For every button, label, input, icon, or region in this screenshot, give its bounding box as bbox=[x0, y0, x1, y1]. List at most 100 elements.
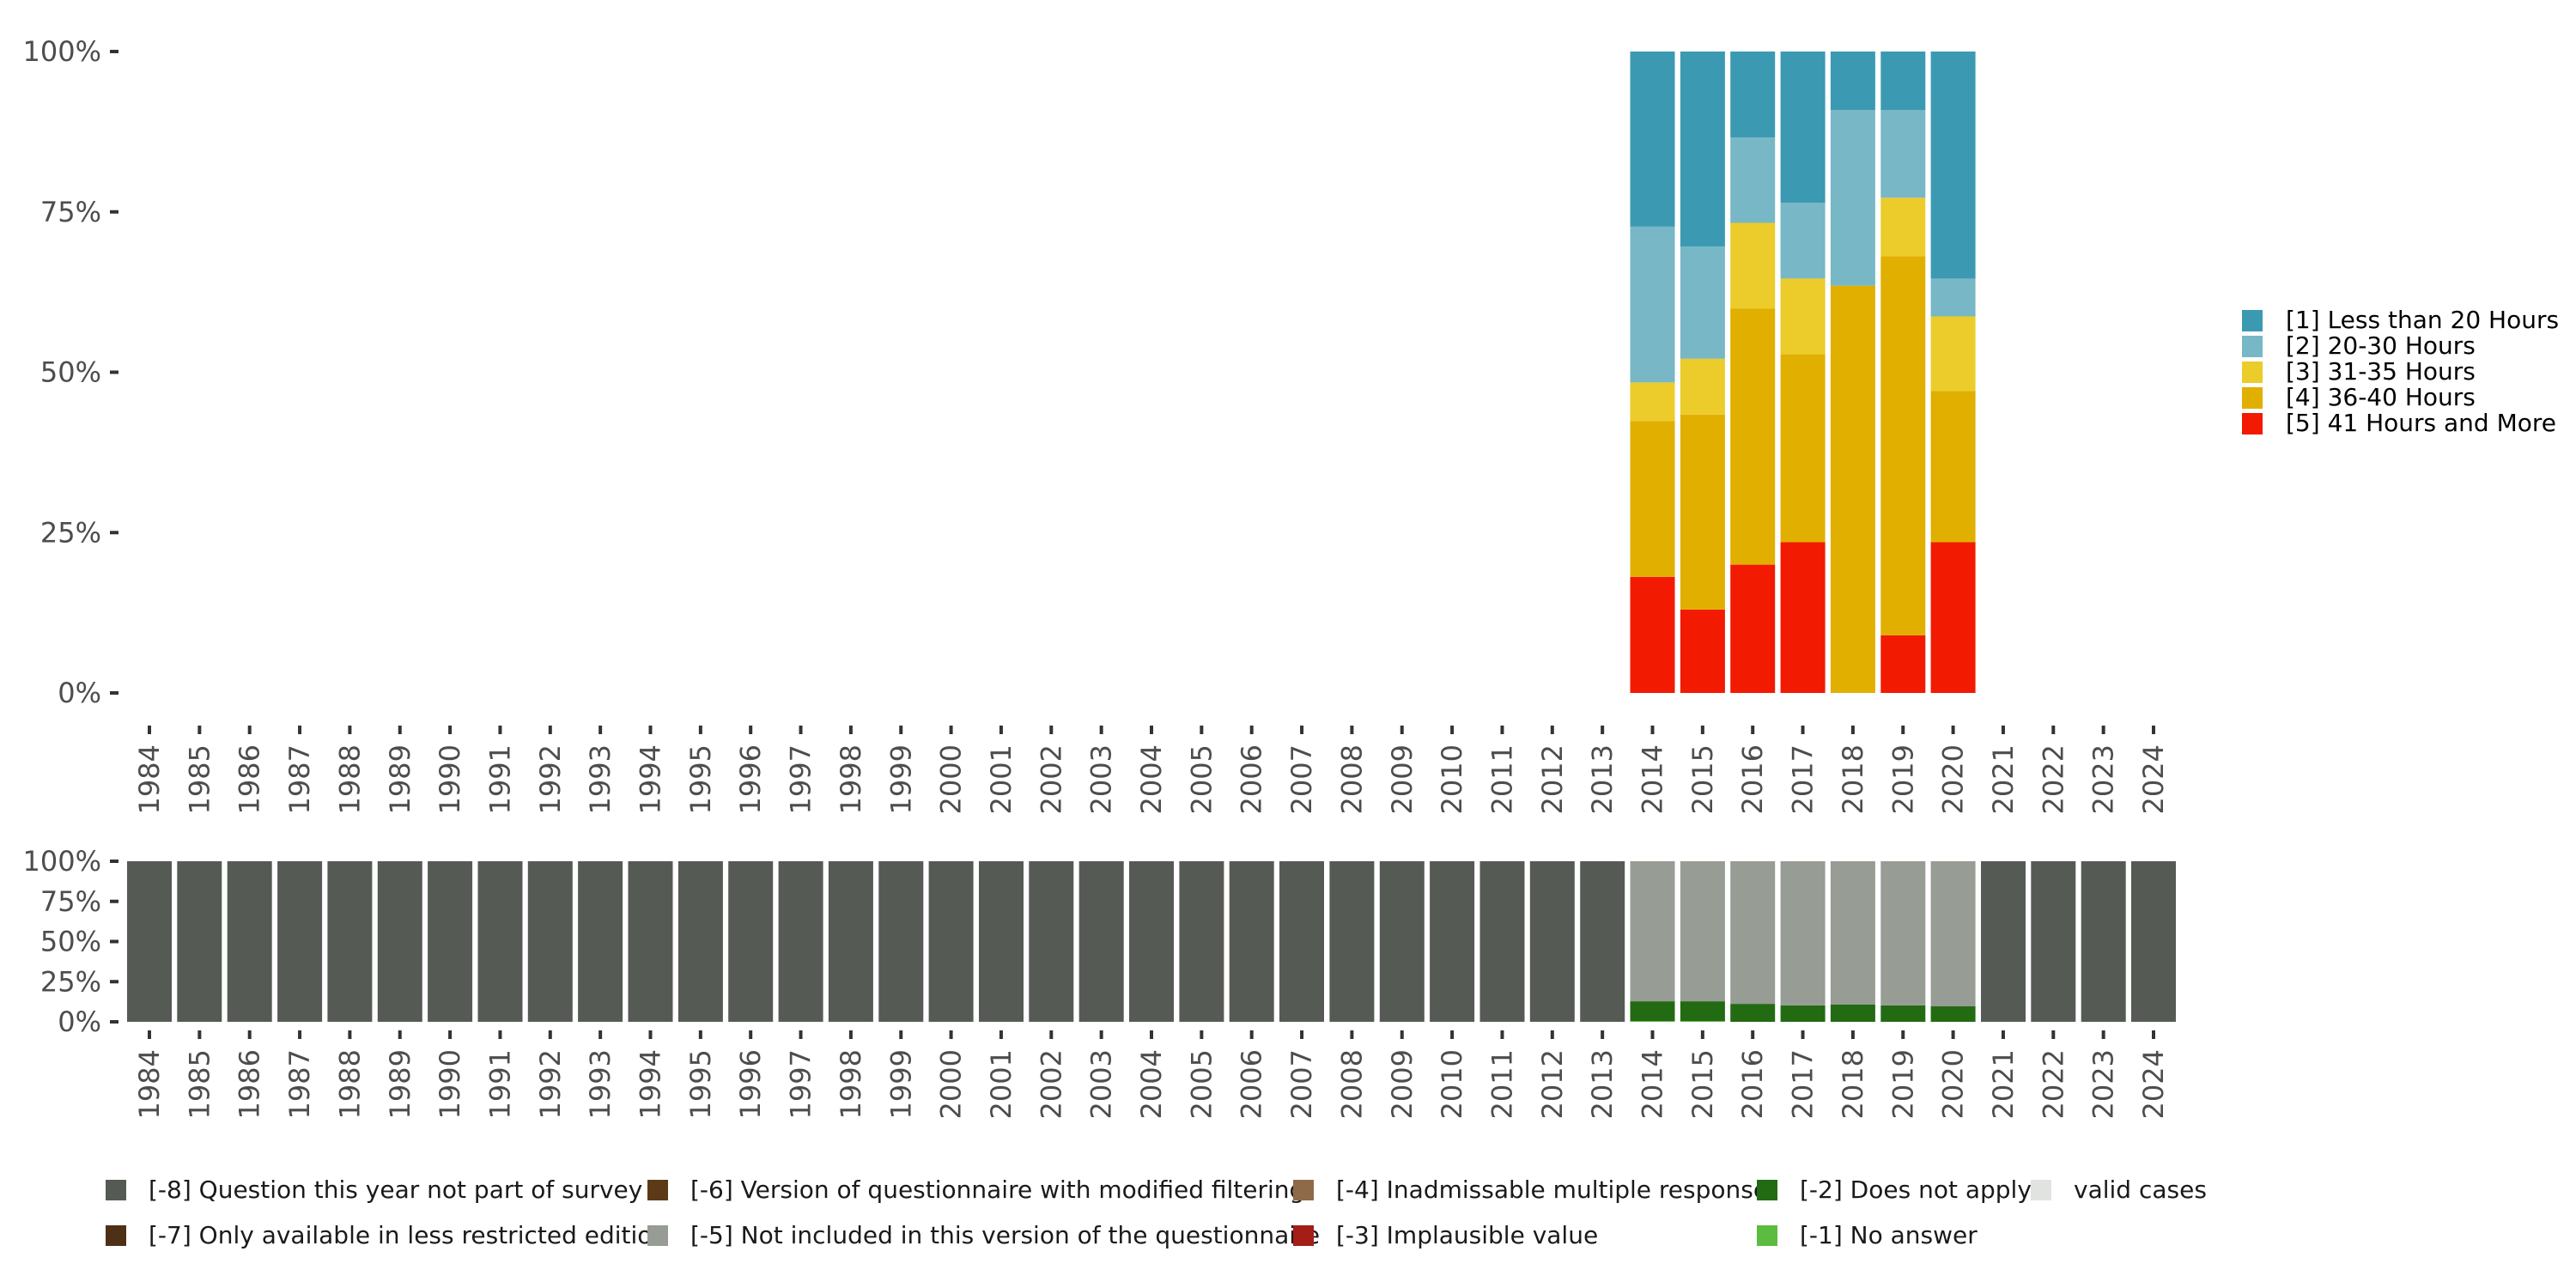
x-tick-label: 2021 bbox=[1987, 744, 2020, 814]
legend-key bbox=[2242, 413, 2263, 434]
y-tick-label: 75% bbox=[40, 885, 101, 918]
x-tick-label: 1994 bbox=[635, 744, 667, 814]
bar-segment bbox=[2031, 861, 2076, 1022]
x-tick-label: 2014 bbox=[1637, 744, 1669, 814]
bar-segment bbox=[477, 861, 523, 1022]
x-tick-label: 2008 bbox=[1335, 1049, 1368, 1119]
legend-key bbox=[2242, 387, 2263, 409]
bar-segment bbox=[1830, 52, 1875, 110]
bar-segment bbox=[1880, 52, 1926, 110]
x-tick-label: 2012 bbox=[1536, 744, 1569, 814]
x-tick-label: 2010 bbox=[1436, 1049, 1468, 1119]
bar-segment bbox=[1780, 354, 1826, 543]
legend-label: [-3] Implausible value bbox=[1336, 1221, 1598, 1249]
legend-key bbox=[1293, 1225, 1314, 1246]
bar-segment bbox=[1930, 1006, 1976, 1022]
x-tick-label: 1992 bbox=[534, 744, 567, 814]
x-tick-label: 2009 bbox=[1386, 744, 1419, 814]
x-tick-label: 2006 bbox=[1236, 744, 1268, 814]
bar-segment bbox=[1780, 542, 1826, 693]
bar-segment bbox=[1580, 861, 1625, 1022]
x-tick-label: 2001 bbox=[985, 1049, 1018, 1119]
bar-segment bbox=[878, 861, 924, 1022]
x-tick-label: 2002 bbox=[1035, 744, 1067, 814]
x-tick-label: 2008 bbox=[1335, 744, 1368, 814]
bar-segment bbox=[1680, 246, 1725, 359]
bar-segment bbox=[1029, 861, 1074, 1022]
bar-segment bbox=[1930, 861, 1976, 1006]
x-tick-label: 1991 bbox=[483, 744, 516, 814]
bar-segment bbox=[1430, 861, 1475, 1022]
bar-segment bbox=[1730, 1004, 1776, 1022]
legend-label: [4] 36-40 Hours bbox=[2286, 383, 2476, 411]
bar-segment bbox=[1680, 52, 1725, 247]
missing-chart bbox=[127, 861, 2176, 1022]
x-tick-label: 1990 bbox=[434, 744, 466, 814]
legend-label: [-6] Version of questionnaire with modif… bbox=[690, 1176, 1304, 1204]
bar-segment bbox=[1780, 278, 1826, 355]
x-tick-label: 2014 bbox=[1637, 1049, 1669, 1119]
bar-segment bbox=[979, 861, 1024, 1022]
legend-key bbox=[647, 1225, 668, 1246]
y-tick-label: 25% bbox=[40, 965, 101, 998]
bar-segment bbox=[1930, 542, 1976, 693]
x-tick-label: 2016 bbox=[1736, 744, 1769, 814]
legend-label: [-7] Only available in less restricted e… bbox=[149, 1221, 667, 1249]
bar-segment bbox=[1630, 576, 1675, 693]
bar-segment bbox=[1880, 256, 1926, 635]
bar-segment bbox=[1880, 861, 1926, 1005]
x-tick-label: 2011 bbox=[1485, 1049, 1518, 1119]
y-tick-label: 100% bbox=[23, 35, 101, 68]
legend-label: [5] 41 Hours and More bbox=[2286, 409, 2556, 437]
bar-segment bbox=[628, 861, 673, 1022]
bar-segment bbox=[1780, 52, 1826, 204]
legend-key bbox=[2031, 1180, 2051, 1200]
bar-segment bbox=[1529, 861, 1575, 1022]
legend-key bbox=[647, 1180, 668, 1200]
bar-segment bbox=[578, 861, 623, 1022]
bar-segment bbox=[1730, 52, 1776, 138]
x-tick-label: 2019 bbox=[1886, 1049, 1919, 1119]
x-tick-label: 2016 bbox=[1736, 1049, 1769, 1119]
x-tick-label: 2018 bbox=[1837, 1049, 1869, 1119]
bar-segment bbox=[177, 861, 222, 1022]
x-tick-label: 2012 bbox=[1536, 1049, 1569, 1119]
x-tick-label: 2004 bbox=[1135, 744, 1168, 814]
bar-segment bbox=[1830, 110, 1875, 286]
bar-segment bbox=[1329, 861, 1375, 1022]
bar-segment bbox=[1981, 861, 2026, 1022]
legend-label: [-5] Not included in this version of the… bbox=[690, 1221, 1320, 1249]
y-tick-label: 0% bbox=[58, 1005, 101, 1038]
legend-label: [2] 20-30 Hours bbox=[2286, 331, 2476, 360]
x-tick-label: 1988 bbox=[333, 744, 366, 814]
bar-segment bbox=[1680, 1021, 1725, 1022]
x-tick-label: 1993 bbox=[584, 1049, 617, 1119]
bar-segment bbox=[1630, 382, 1675, 422]
x-tick-label: 1993 bbox=[584, 744, 617, 814]
bar-segment bbox=[377, 861, 422, 1022]
x-tick-label: 2002 bbox=[1035, 1049, 1067, 1119]
legend-label: [-1] No answer bbox=[1800, 1221, 1978, 1249]
x-tick-label: 1999 bbox=[884, 744, 917, 814]
x-tick-label: 2000 bbox=[935, 744, 968, 814]
bar-segment bbox=[1630, 52, 1675, 227]
x-tick-label: 1995 bbox=[684, 744, 717, 814]
bar-segment bbox=[1129, 861, 1174, 1022]
bar-segment bbox=[928, 861, 974, 1022]
bar-segment bbox=[1830, 1005, 1875, 1022]
bar-segment bbox=[1078, 861, 1124, 1022]
bar-segment bbox=[1630, 421, 1675, 577]
missing-y-axis: 0% 25% 50% 75% 100% bbox=[23, 845, 118, 1038]
bar-segment bbox=[828, 861, 873, 1022]
x-tick-label: 1995 bbox=[684, 1049, 717, 1119]
bar-segment bbox=[1880, 197, 1926, 257]
x-tick-label: 1991 bbox=[483, 1049, 516, 1119]
y-tick-label: 75% bbox=[40, 196, 101, 228]
legend-label: [1] Less than 20 Hours bbox=[2286, 306, 2559, 334]
x-tick-label: 1985 bbox=[183, 744, 216, 814]
y-tick-label: 50% bbox=[40, 926, 101, 958]
x-tick-label: 1996 bbox=[734, 1049, 767, 1119]
x-tick-label: 2017 bbox=[1787, 1049, 1820, 1119]
bar-segment bbox=[1379, 861, 1425, 1022]
legend-label: valid cases bbox=[2074, 1176, 2207, 1204]
